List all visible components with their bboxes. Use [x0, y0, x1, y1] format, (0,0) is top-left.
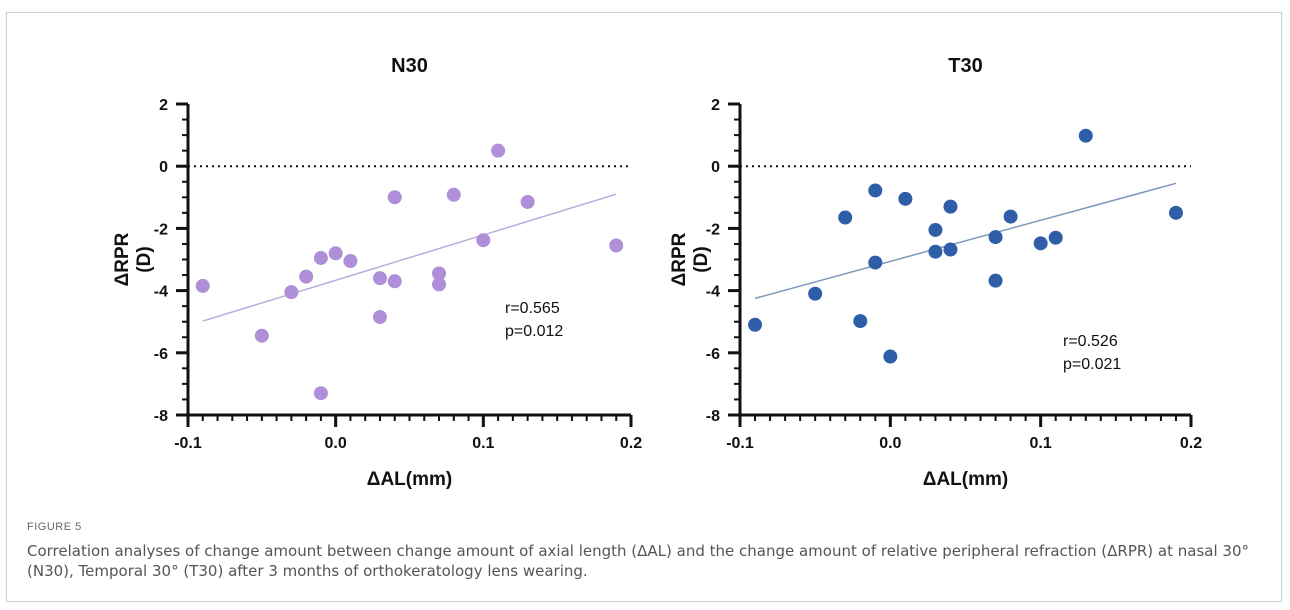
data-point	[373, 271, 387, 285]
chart-title: N30	[391, 55, 428, 77]
data-point	[1004, 210, 1018, 224]
data-point	[1169, 206, 1183, 220]
data-point	[343, 254, 357, 268]
data-point	[476, 233, 490, 247]
data-point	[432, 277, 446, 291]
chart-0: N30 -8 -6 -4 -2 0 2 -0.1 0.0 0.1 0.2 ΔAL(mm) ΔRPR (D)…	[112, 55, 642, 490]
data-point	[388, 190, 402, 204]
chart-title: T30	[948, 55, 982, 77]
data-point	[255, 329, 269, 343]
y-tick-label: -2	[154, 221, 168, 238]
stat-label: r=0.526	[1063, 333, 1118, 350]
data-point	[989, 274, 1003, 288]
data-point	[373, 310, 387, 324]
x-axis-label: ΔAL(mm)	[367, 469, 452, 490]
y-axis-label-unit: (D)	[134, 246, 155, 272]
x-tick-label: 0.2	[620, 435, 642, 452]
data-point	[943, 243, 957, 257]
figure-caption: Correlation analyses of change amount be…	[27, 541, 1252, 581]
stat-label: p=0.012	[505, 323, 563, 340]
data-point	[314, 251, 328, 265]
x-tick-label: -0.1	[726, 435, 754, 452]
x-tick-label: -0.1	[174, 435, 202, 452]
x-axis-label: ΔAL(mm)	[923, 469, 1008, 490]
figure-label: FIGURE 5	[27, 521, 82, 533]
y-tick-label: 2	[711, 97, 720, 114]
data-point	[521, 195, 535, 209]
data-point	[388, 274, 402, 288]
data-point	[898, 192, 912, 206]
y-tick-label: -4	[706, 284, 720, 301]
data-point	[838, 211, 852, 225]
data-point	[868, 183, 882, 197]
data-point	[329, 246, 343, 260]
chart-1: T30 -8 -6 -4 -2 0 2 -0.1 0.0 0.1 0.2 ΔAL(mm) ΔRPR (D)…	[669, 55, 1202, 490]
data-point	[868, 256, 882, 270]
data-point	[299, 270, 313, 284]
data-point	[1079, 129, 1093, 143]
data-point	[1034, 236, 1048, 250]
data-point	[928, 245, 942, 259]
data-point	[284, 285, 298, 299]
stat-label: p=0.021	[1063, 356, 1121, 373]
regression-line	[755, 183, 1176, 298]
data-point	[808, 287, 822, 301]
x-tick-label: 0.1	[1030, 435, 1052, 452]
y-axis-label: ΔRPR	[669, 232, 690, 286]
data-point	[883, 350, 897, 364]
y-tick-label: 2	[159, 97, 168, 114]
y-axis-label-unit: (D)	[691, 246, 712, 272]
data-point	[943, 200, 957, 214]
data-point	[447, 188, 461, 202]
x-tick-label: 0.2	[1180, 435, 1202, 452]
y-tick-label: -6	[706, 346, 720, 363]
y-tick-label: 0	[711, 159, 720, 176]
y-axis-label: ΔRPR	[112, 232, 133, 286]
y-tick-label: 0	[159, 159, 168, 176]
data-point	[989, 230, 1003, 244]
data-point	[1049, 231, 1063, 245]
stat-label: r=0.565	[505, 300, 560, 317]
data-point	[314, 386, 328, 400]
y-tick-label: -4	[154, 284, 168, 301]
y-tick-label: -2	[706, 221, 720, 238]
y-tick-label: -8	[154, 408, 168, 425]
y-tick-label: -6	[154, 346, 168, 363]
data-point	[609, 239, 623, 253]
data-point	[853, 314, 867, 328]
data-point	[928, 223, 942, 237]
x-tick-label: 0.0	[325, 435, 347, 452]
data-point	[196, 279, 210, 293]
data-point	[748, 318, 762, 332]
x-tick-label: 0.1	[472, 435, 494, 452]
x-tick-label: 0.0	[879, 435, 901, 452]
y-tick-label: -8	[706, 408, 720, 425]
data-point	[491, 144, 505, 158]
